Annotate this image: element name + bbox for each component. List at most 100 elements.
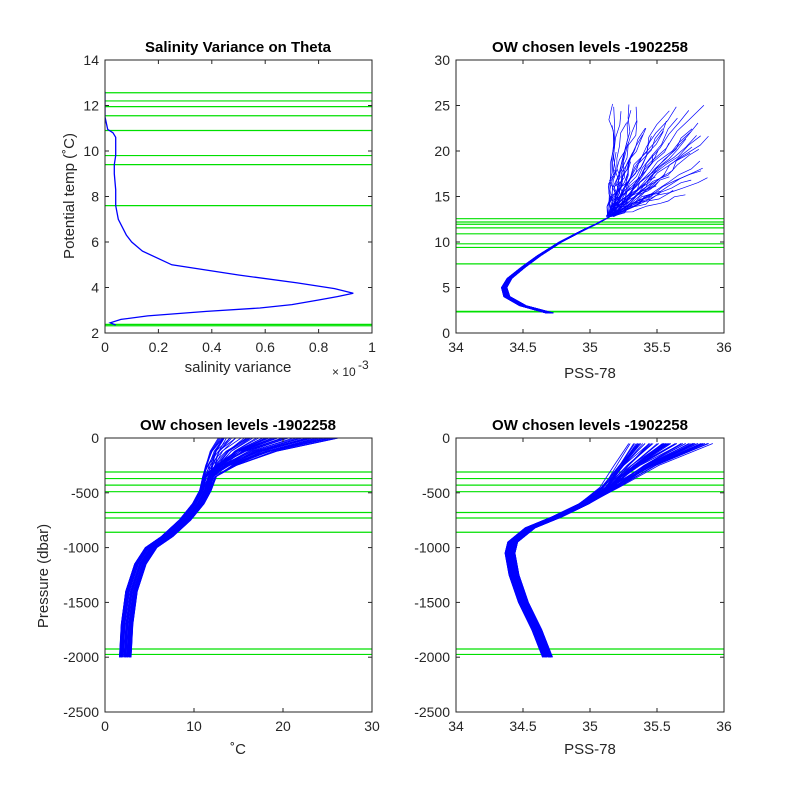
profile-line: [119, 438, 237, 658]
y-tick-label: -2000: [414, 649, 450, 665]
profile-line: [610, 152, 691, 217]
y-tick-label: 8: [91, 189, 99, 205]
panel-1-x-exponent: -3: [358, 358, 369, 372]
profile-line: [609, 125, 617, 217]
y-tick-label: 2: [91, 325, 99, 341]
y-tick-label: 15: [434, 189, 450, 205]
panel-salinity-theta: OW chosen levels -1902258 34 34.5 35 35.5 36…: [434, 39, 732, 382]
y-tick-label: -500: [71, 485, 99, 501]
profile-line: [607, 103, 614, 217]
profile-line: [513, 443, 651, 658]
y-tick-label: 0: [91, 430, 99, 446]
panel-salinity-pressure: OW chosen levels -1902258 34 34.5 35 35.5 36…: [414, 417, 732, 758]
panel-4-xlabel: PSS-78: [564, 741, 616, 758]
axes-box: [104, 437, 373, 713]
panel-3-xlabel: ˚C: [230, 741, 246, 758]
y-tick-label: -1000: [63, 540, 99, 556]
y-tick-label: -2500: [414, 704, 450, 720]
profile-line: [611, 138, 687, 217]
x-tick-label: 0.8: [309, 339, 329, 355]
panel-2-data-layer: [456, 103, 724, 314]
y-tick-label: -2000: [63, 649, 99, 665]
profile-line: [504, 443, 650, 658]
profile-line: [607, 117, 678, 217]
panel-2-plot-area: 34 34.5 35 35.5 36 0 5 10 15 20 25 30: [434, 52, 732, 355]
y-tick-label: -1500: [414, 594, 450, 610]
y-tick-label: -500: [422, 485, 450, 501]
profile-line: [510, 443, 698, 658]
x-tick-label: 0.4: [202, 339, 222, 355]
panel-4-data-layer: [456, 443, 724, 658]
x-tick-label: 34: [448, 339, 464, 355]
profile-line: [608, 131, 692, 217]
profile-line: [507, 443, 699, 658]
y-tick-label: 6: [91, 234, 99, 250]
y-tick-label: 5: [442, 280, 450, 296]
y-tick-label: 4: [91, 280, 99, 296]
x-tick-label: 1: [368, 339, 376, 355]
profile-line: [609, 131, 664, 217]
y-tick-label: 12: [83, 98, 99, 114]
y-tick-label: 25: [434, 98, 450, 114]
profile-line: [122, 438, 311, 658]
profile-line: [606, 106, 677, 217]
profile-line: [130, 438, 331, 658]
profile-line: [608, 152, 633, 217]
x-tick-label: 36: [716, 339, 732, 355]
panel-2-title: OW chosen levels -1902258: [492, 39, 688, 56]
panel-3-data-layer: [105, 438, 372, 658]
x-tick-label: 35: [582, 339, 598, 355]
profile-line: [612, 135, 697, 217]
panel-4-plot-area: 34 34.5 35 35.5 36 0 -500 -1000 -1500 -2000 -2500: [414, 430, 732, 734]
variance-profile-line: [105, 91, 354, 326]
x-tick-label: 34.5: [509, 339, 536, 355]
profile-line: [606, 122, 628, 217]
x-tick-label: 34.5: [509, 718, 536, 734]
panel-3-ylabel: Pressure (dbar): [35, 524, 52, 628]
panel-1-xlabel: salinity variance: [185, 359, 292, 376]
profile-line: [610, 122, 699, 217]
profile-line: [612, 194, 686, 217]
x-tick-label: 0: [101, 339, 109, 355]
y-tick-label: 0: [442, 325, 450, 341]
profile-line: [511, 443, 636, 658]
profile-line: [610, 149, 699, 217]
profile-line: [501, 216, 610, 314]
x-tick-label: 0.2: [149, 339, 169, 355]
y-tick-label: 30: [434, 52, 450, 68]
panel-1-title: Salinity Variance on Theta: [145, 39, 332, 56]
profile-line: [607, 127, 647, 217]
y-tick-label: 0: [442, 430, 450, 446]
x-tick-label: 34: [448, 718, 464, 734]
profile-line: [610, 106, 638, 217]
panel-2-xlabel: PSS-78: [564, 365, 616, 382]
panel-3-plot-area: 0 10 20 30 0 -500 -1000 -1500 -2000 -2500: [63, 430, 380, 734]
panel-1-x-exponent-prefix: × 10: [332, 365, 356, 379]
profile-line: [613, 179, 692, 217]
x-tick-label: 0: [101, 718, 109, 734]
profile-line: [127, 438, 287, 658]
panel-temperature-pressure: OW chosen levels -1902258 0 10 20 30 0 -500 -1…: [35, 417, 380, 758]
profile-line: [606, 110, 670, 217]
y-tick-label: 20: [434, 143, 450, 159]
profile-line: [608, 111, 622, 217]
x-tick-label: 35.5: [643, 339, 670, 355]
panel-3-title: OW chosen levels -1902258: [140, 417, 336, 434]
profile-line: [512, 443, 669, 658]
y-tick-label: 10: [83, 143, 99, 159]
x-tick-label: 10: [186, 718, 202, 734]
panel-1-ylabel: Potential temp (˚C): [61, 133, 78, 259]
profile-line: [506, 443, 646, 658]
x-tick-label: 35: [582, 718, 598, 734]
profile-line: [120, 438, 242, 658]
profile-line: [606, 161, 632, 217]
y-tick-label: 14: [83, 52, 99, 68]
profile-line: [123, 438, 278, 658]
profile-line: [607, 177, 708, 217]
y-tick-label: -1000: [414, 540, 450, 556]
panel-salinity-variance: Salinity Variance on Theta 0 0.2 0.4 0.6 0.8…: [61, 39, 376, 379]
x-tick-label: 35.5: [643, 718, 670, 734]
